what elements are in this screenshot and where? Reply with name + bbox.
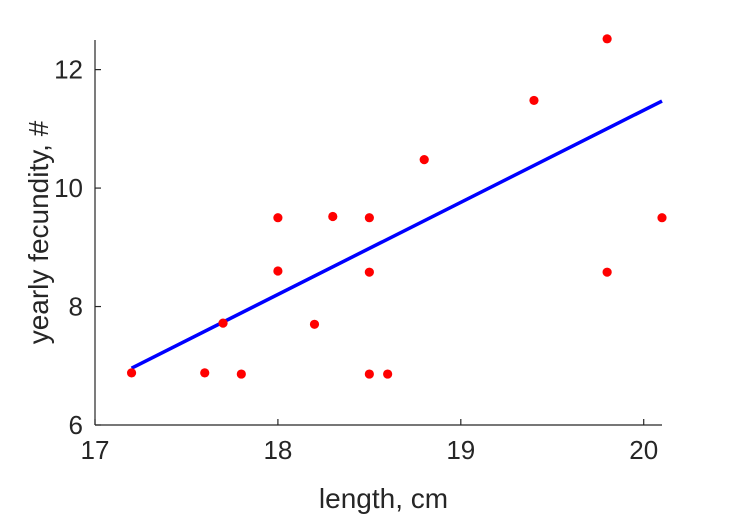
x-tick-label: 17: [81, 435, 110, 465]
axes: 17 18 19 20 6 8 10 12: [54, 40, 662, 465]
data-point: [383, 369, 393, 379]
y-tick-label: 12: [54, 55, 83, 85]
data-point: [419, 155, 429, 165]
x-tick-label: 18: [263, 435, 292, 465]
data-point: [364, 369, 374, 379]
y-tick-label: 8: [69, 292, 83, 322]
data-point: [309, 319, 320, 329]
x-axis-title: length, cm: [319, 483, 448, 514]
x-tick-label: 19: [446, 435, 475, 465]
regression-line: [130, 99, 663, 370]
y-tick-label: 10: [54, 173, 83, 203]
data-point: [364, 267, 374, 277]
data-point: [126, 368, 137, 378]
data-point: [364, 213, 374, 223]
data-point: [602, 34, 612, 44]
x-tick-label: 20: [629, 435, 658, 465]
data-point: [236, 369, 246, 379]
data-point: [200, 368, 210, 378]
data-point: [273, 213, 283, 223]
data-point: [529, 95, 539, 106]
data-point: [273, 266, 283, 276]
plot-area: [126, 34, 667, 379]
data-point: [602, 267, 612, 277]
data-point: [218, 318, 228, 328]
data-point: [657, 213, 667, 223]
data-point: [328, 211, 338, 222]
y-axis-title: yearly fecundity, #: [23, 120, 54, 344]
y-tick-label: 6: [69, 410, 83, 440]
